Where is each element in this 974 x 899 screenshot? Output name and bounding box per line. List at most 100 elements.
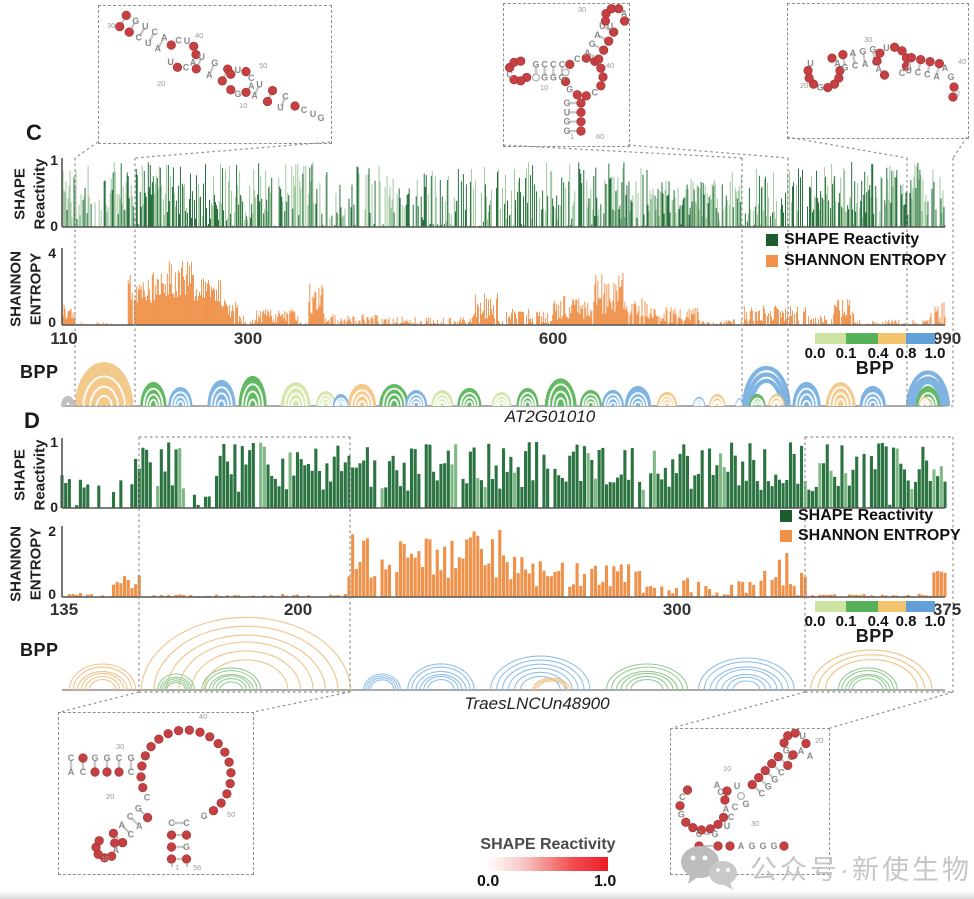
svg-text:G: G xyxy=(771,774,778,784)
svg-text:50: 50 xyxy=(227,810,235,819)
svg-text:A: A xyxy=(248,81,255,91)
c-entropy-ytick-max: 4 xyxy=(48,245,56,261)
svg-text:A: A xyxy=(112,845,119,855)
svg-text:G: G xyxy=(201,811,208,821)
svg-text:G: G xyxy=(563,126,570,136)
svg-text:A: A xyxy=(933,71,940,81)
d-shape-ytick-min: 0 xyxy=(50,499,58,515)
c-xtick-110: 110 xyxy=(50,329,78,348)
svg-text:30: 30 xyxy=(578,5,586,14)
svg-text:A: A xyxy=(807,751,814,761)
svg-text:A: A xyxy=(161,32,168,42)
svg-text:G: G xyxy=(103,753,110,763)
svg-text:U: U xyxy=(883,43,890,53)
c-shape-ytick-min: 0 xyxy=(50,218,58,234)
svg-text:C: C xyxy=(282,92,289,102)
rna-structure-inset-top-right: AGUGCAAGCGAUCUCCAAG2030402 xyxy=(787,3,969,139)
shape-reactivity-swatch xyxy=(780,510,792,522)
svg-text:G: G xyxy=(678,810,685,820)
rna-structure-drawing: AGUGCAAGCGAUCUCCAAG2030402 xyxy=(800,35,966,102)
svg-text:C: C xyxy=(559,60,566,70)
svg-text:1: 1 xyxy=(175,863,179,872)
d-xtick-300: 300 xyxy=(662,600,692,619)
svg-text:20: 20 xyxy=(800,81,808,90)
svg-text:U: U xyxy=(607,22,614,32)
c-entropy-ytick-min: 0 xyxy=(48,314,56,330)
d-xtick-375: 375 xyxy=(932,600,962,619)
svg-text:C: C xyxy=(127,812,134,822)
d-entropy-ytick-max: 2 xyxy=(48,523,56,539)
svg-text:U: U xyxy=(564,107,571,117)
svg-text:G: G xyxy=(859,46,866,56)
c-bpp-scale-title: BPP xyxy=(855,358,895,378)
svg-text:C: C xyxy=(144,793,151,803)
c-shape-axis-title-1: SHAPE xyxy=(11,168,29,220)
svg-text:A: A xyxy=(154,44,161,54)
svg-text:A: A xyxy=(834,58,841,68)
svg-text:U: U xyxy=(256,80,263,90)
c-bpp-color-scale xyxy=(815,333,935,344)
svg-text:U: U xyxy=(167,57,174,67)
svg-text:U: U xyxy=(310,109,317,119)
svg-text:A: A xyxy=(862,59,869,69)
d-entropy-ytick-min: 0 xyxy=(48,586,56,602)
svg-text:G: G xyxy=(550,73,557,83)
svg-text:U: U xyxy=(799,731,806,741)
c-bpp-scale-0.8: 0.8 xyxy=(895,345,917,362)
bpp-scale-segment xyxy=(878,601,906,612)
c-bpp-track-label: BPP xyxy=(20,362,59,382)
svg-text:G: G xyxy=(563,117,570,127)
d-bpp-scale-0.0: 0.0 xyxy=(804,613,826,630)
svg-text:C: C xyxy=(248,73,255,83)
rna-structure-inset-bottom-right: CAGCAUCGCUCGGCGAAGUCGAGGG1020301 xyxy=(670,728,830,875)
shape-reactivity-swatch xyxy=(766,234,778,246)
svg-text:G: G xyxy=(765,781,772,791)
svg-text:1: 1 xyxy=(570,132,574,141)
c-shape-ytick-max: 1 xyxy=(50,152,58,168)
svg-text:20: 20 xyxy=(106,792,114,801)
svg-text:G: G xyxy=(317,113,324,123)
c-legend-shape: SHAPE Reactivity xyxy=(766,231,919,249)
svg-text:A: A xyxy=(850,48,857,58)
svg-text:A: A xyxy=(594,30,601,40)
svg-text:A: A xyxy=(118,820,125,830)
d-bpp-scale-0.1: 0.1 xyxy=(835,613,857,630)
svg-text:G: G xyxy=(589,39,596,49)
svg-text:G: G xyxy=(183,842,190,852)
svg-text:C: C xyxy=(852,61,859,71)
svg-text:A: A xyxy=(584,48,591,58)
svg-text:A: A xyxy=(206,70,213,80)
c-xtick-300: 300 xyxy=(233,329,263,348)
c-bpp-scale-0.0: 0.0 xyxy=(804,345,826,362)
svg-text:C: C xyxy=(68,753,75,763)
svg-text:G: G xyxy=(817,83,824,93)
svg-text:U: U xyxy=(145,38,152,48)
bpp-scale-segment xyxy=(906,333,935,344)
rna-structure-inset-bottom-left: A C C G G C C G C G G C A A C A C C G 30 20 10 40 50 1 56 xyxy=(58,712,254,875)
svg-text:G: G xyxy=(842,62,849,72)
svg-text:60: 60 xyxy=(596,132,604,141)
svg-text:U: U xyxy=(198,52,205,62)
svg-text:C: C xyxy=(732,802,739,812)
svg-text:G: G xyxy=(742,799,749,809)
svg-text:U: U xyxy=(905,65,912,75)
c-bpp-scale-1.0: 1.0 xyxy=(924,345,946,362)
svg-text:30: 30 xyxy=(864,35,872,44)
svg-text:C: C xyxy=(301,105,308,115)
svg-text:A: A xyxy=(251,90,258,100)
svg-text:56: 56 xyxy=(193,863,201,872)
gene-label-traeslncun48900: TraesLNCUn48900 xyxy=(464,694,610,713)
legend-shape-label: SHAPE Reactivity xyxy=(798,507,934,524)
svg-text:C: C xyxy=(696,829,703,839)
svg-text:C: C xyxy=(183,62,190,72)
svg-text:40: 40 xyxy=(195,31,203,40)
svg-text:A: A xyxy=(876,64,883,74)
bpp-scale-segment xyxy=(815,333,846,344)
svg-text:C: C xyxy=(128,767,135,777)
panel-c-label: C xyxy=(26,120,42,145)
svg-text:C: C xyxy=(116,753,123,763)
svg-text:A: A xyxy=(798,746,805,756)
d-bpp-scale-title: BPP xyxy=(855,626,895,646)
